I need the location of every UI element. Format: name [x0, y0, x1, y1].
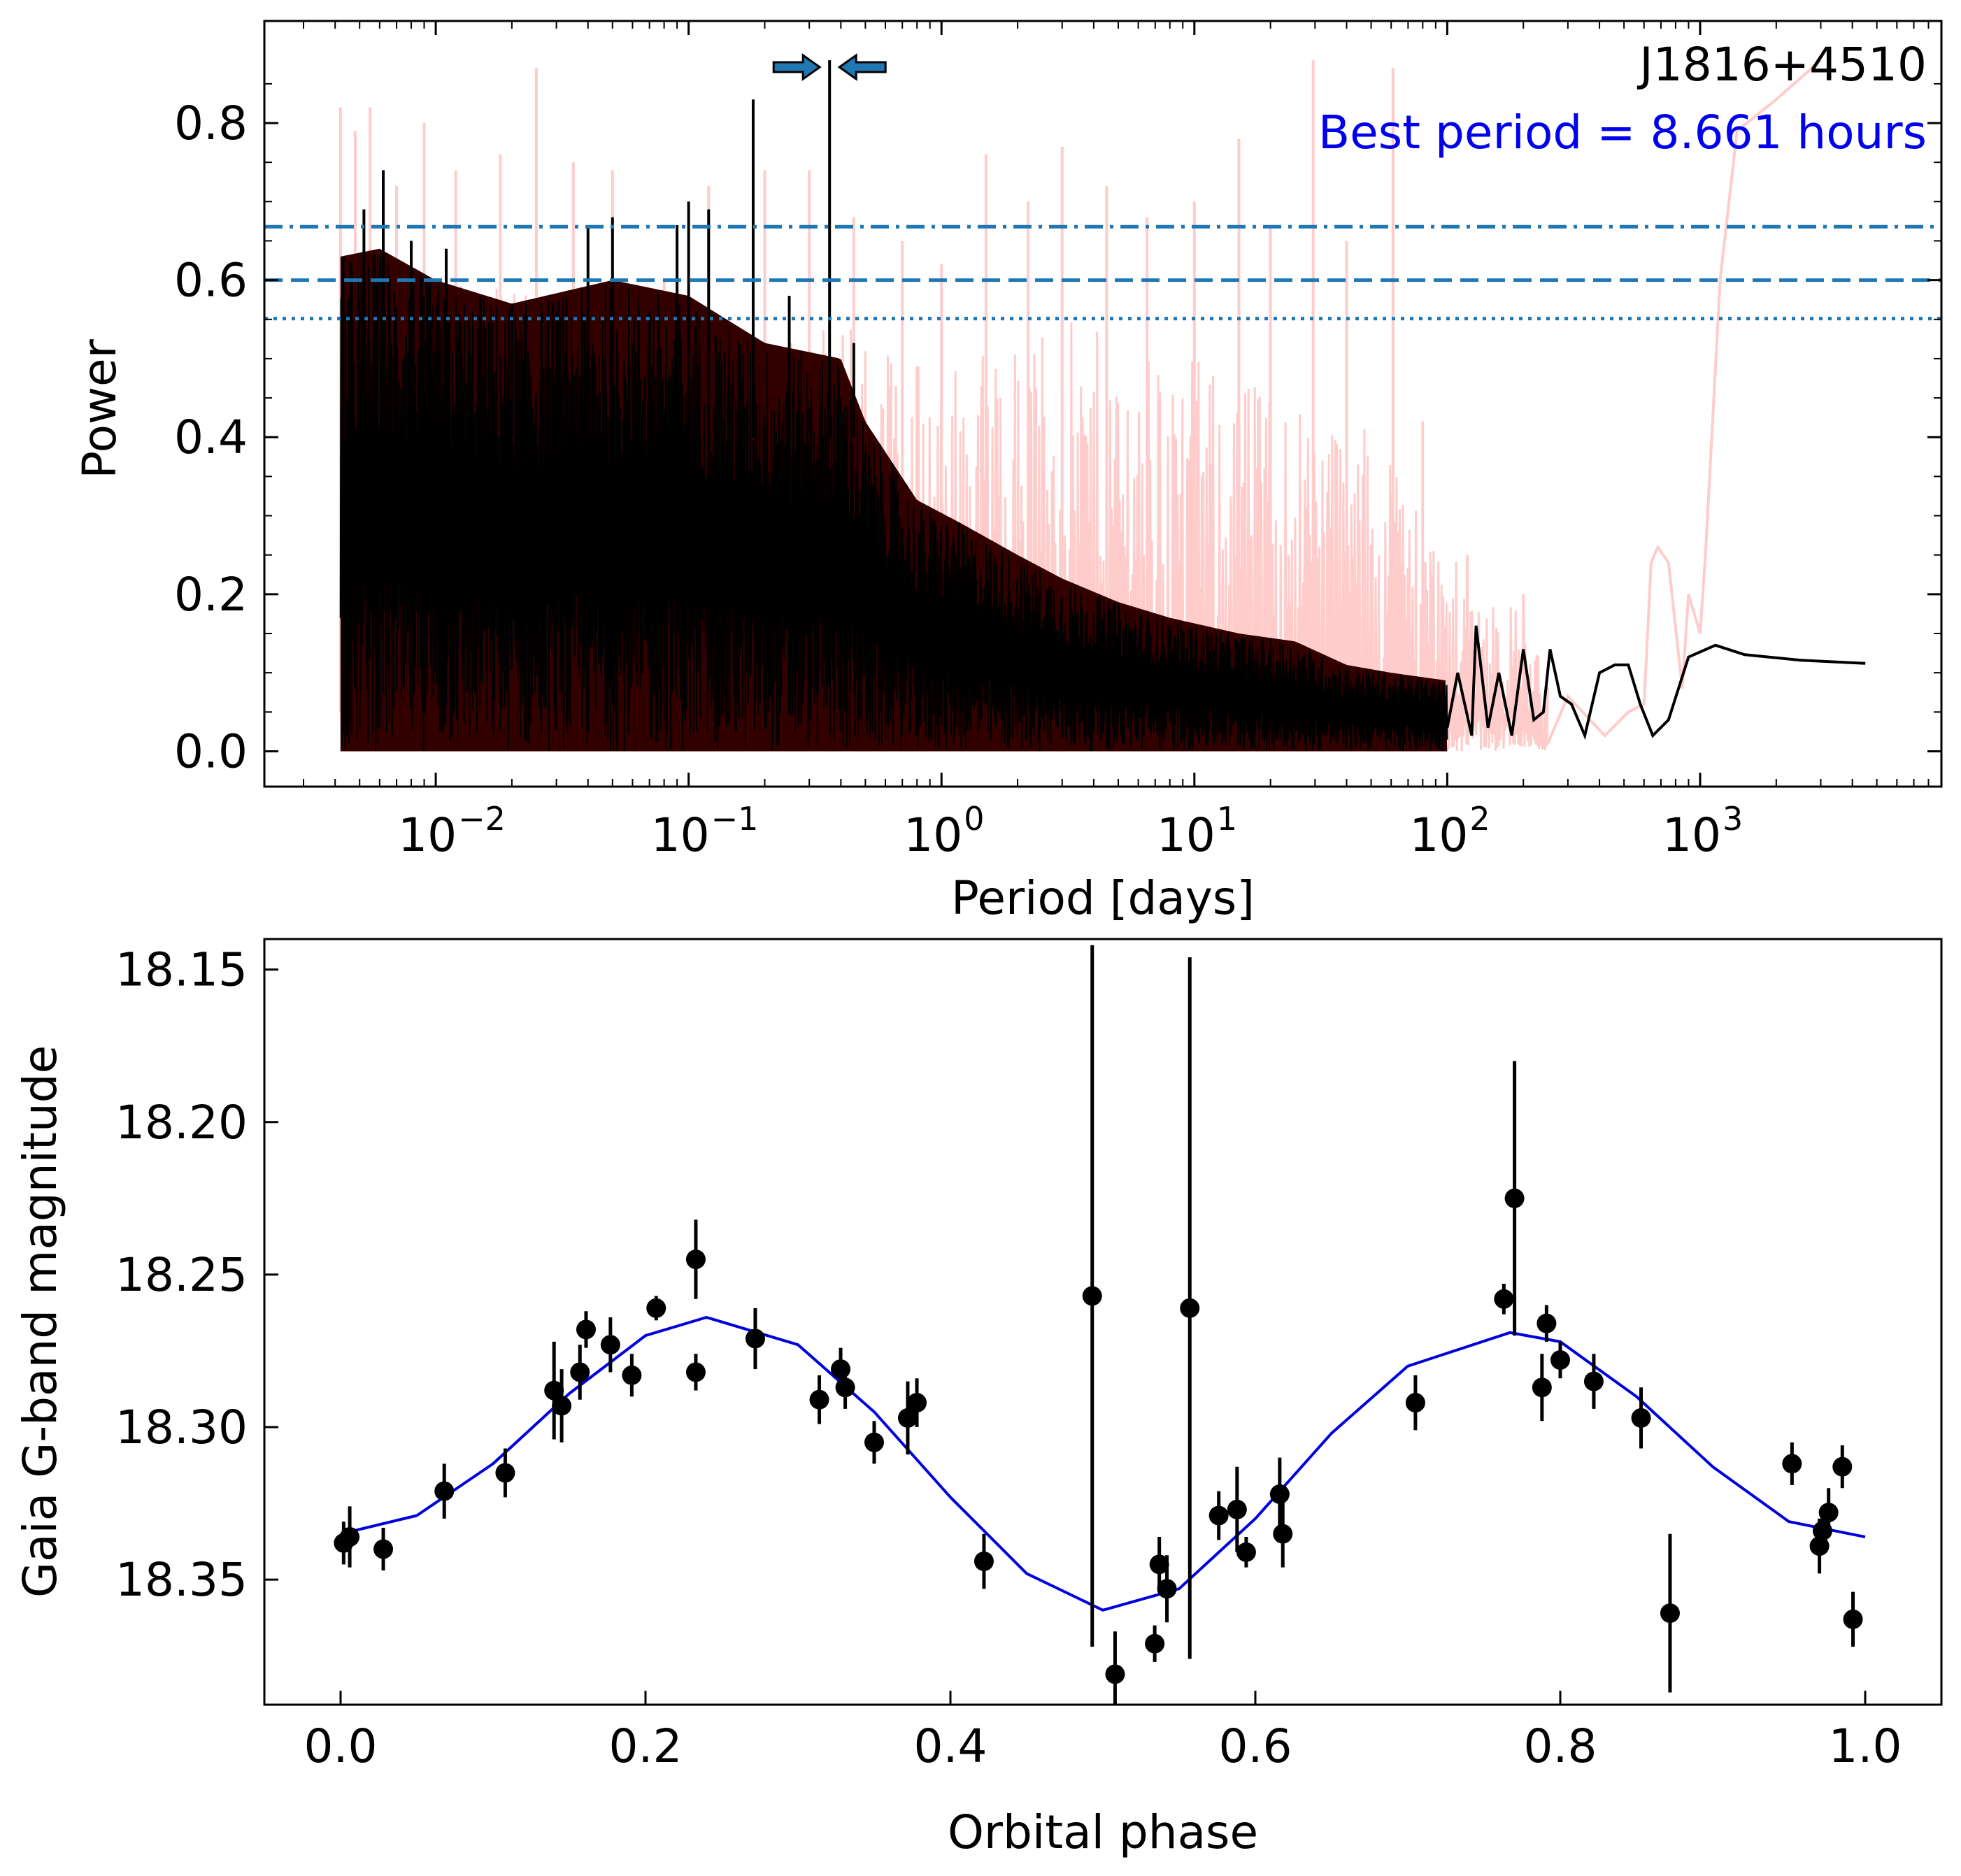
data-point: [1583, 1371, 1604, 1391]
x-tick-exponent: −2: [458, 800, 506, 838]
data-point: [373, 1539, 394, 1559]
periodogram-x-axis-label: Period [days]: [951, 871, 1255, 925]
x-tick-exponent: 1: [1217, 800, 1237, 838]
y-tick-label: 0.4: [174, 410, 248, 464]
x-tick-label: 10: [1662, 808, 1721, 862]
data-point: [1832, 1456, 1853, 1477]
data-point: [1227, 1499, 1247, 1519]
data-point: [1843, 1609, 1863, 1629]
data-point: [1405, 1393, 1425, 1413]
data-point: [1532, 1377, 1552, 1398]
arrow-left-icon: [837, 53, 887, 81]
periodogram-panel: 10 −2 10 −1 10 0 10 1 10 2 10 30.00.20.40.60.8 J181…: [73, 20, 1943, 925]
x-tick-label: 0.2: [609, 1719, 683, 1773]
y-tick-label: 18.15: [115, 943, 248, 997]
lightcurve-series-group: [334, 945, 1866, 1705]
data-point: [576, 1319, 596, 1340]
data-point: [646, 1298, 666, 1318]
x-tick-label: 0.4: [914, 1719, 987, 1773]
lightcurve-frame: [263, 938, 1943, 1706]
best-period-arrows: [772, 53, 887, 81]
data-point: [1145, 1633, 1165, 1654]
x-tick-label: 10: [398, 808, 457, 862]
y-tick-label: 18.30: [115, 1401, 248, 1454]
data-point: [1180, 1298, 1200, 1318]
y-tick-label: 0.8: [174, 96, 248, 150]
data-point: [1236, 1542, 1256, 1562]
y-tick-label: 18.35: [115, 1553, 248, 1607]
arrow-right-icon: [772, 53, 822, 81]
data-point: [1782, 1454, 1802, 1474]
lightcurve-plot-area: [264, 939, 1941, 1705]
threshold-lines: [264, 224, 1941, 321]
periodogram-frame: [263, 20, 1943, 788]
data-point: [685, 1362, 706, 1382]
lightcurve-y-axis-label: Gaia G-band magnitude: [13, 1045, 67, 1598]
data-point: [1269, 1484, 1290, 1504]
data-point: [1105, 1664, 1125, 1684]
data-point: [622, 1365, 642, 1385]
y-tick-label: 0.0: [174, 724, 248, 778]
y-tick-label: 0.2: [174, 568, 248, 622]
y-tick-label: 0.6: [174, 254, 248, 308]
data-point: [907, 1393, 927, 1413]
x-tick-label: 10: [1409, 808, 1468, 862]
data-point: [552, 1396, 572, 1416]
data-point: [1818, 1503, 1839, 1523]
data-point: [434, 1481, 455, 1501]
data-point: [685, 1250, 706, 1270]
x-tick-exponent: 0: [964, 800, 984, 838]
object-name-label: J1816+4510: [1636, 38, 1927, 92]
x-tick-label: 0.6: [1219, 1719, 1292, 1773]
data-point: [974, 1551, 994, 1571]
lightcurve-ticks: 0.0 0.2 0.4 0.6 0.8 1.0 18.15 18.20 18.25 18.30 18…: [115, 943, 1902, 1773]
data-point: [544, 1380, 564, 1401]
model-curve: [340, 1316, 1866, 1612]
data-point: [1208, 1505, 1229, 1526]
x-tick-exponent: 2: [1469, 800, 1490, 838]
x-tick-label: 0.0: [304, 1719, 378, 1773]
periodogram-y-axis-label: Power: [73, 338, 127, 478]
y-tick-label: 18.25: [115, 1248, 248, 1302]
window-function-tail: [1546, 59, 1822, 744]
data-point: [1631, 1408, 1651, 1428]
data-point: [1082, 1286, 1102, 1306]
data-point: [1504, 1188, 1525, 1208]
data-point: [600, 1335, 620, 1355]
data-point: [1273, 1524, 1293, 1544]
x-tick-exponent: −1: [711, 800, 759, 838]
y-tick-label: 18.20: [115, 1096, 248, 1150]
lightcurve-x-axis-label: Orbital phase: [948, 1805, 1258, 1859]
data-point: [831, 1359, 851, 1380]
best-period-label: Best period = 8.661 hours: [1318, 106, 1927, 159]
periodogram-tail: [1446, 625, 1866, 740]
data-point: [835, 1377, 855, 1398]
data-point: [570, 1362, 590, 1382]
data-point: [1157, 1579, 1177, 1599]
data-point: [495, 1463, 515, 1483]
x-tick-label: 10: [904, 808, 962, 862]
data-point: [809, 1389, 829, 1410]
periodogram-line: [339, 254, 1448, 752]
data-point: [1494, 1289, 1514, 1309]
data-point: [864, 1432, 884, 1452]
data-point: [1809, 1536, 1830, 1556]
data-point: [340, 1527, 360, 1547]
lightcurve-panel: 0.0 0.2 0.4 0.6 0.8 1.0 18.15 18.20 18.25 18.30 18…: [13, 938, 1943, 1859]
data-point: [1536, 1313, 1557, 1333]
x-tick-label: 0.8: [1524, 1719, 1597, 1773]
x-tick-exponent: 3: [1723, 800, 1743, 838]
data-point: [745, 1329, 765, 1349]
data-point: [1550, 1350, 1570, 1370]
x-tick-label: 10: [1157, 808, 1215, 862]
x-tick-label: 1.0: [1829, 1719, 1902, 1773]
data-point: [1660, 1603, 1680, 1624]
data-point: [897, 1408, 918, 1428]
data-point: [1149, 1554, 1169, 1575]
x-tick-label: 10: [651, 808, 710, 862]
periodogram-ticks: 10 −2 10 −1 10 0 10 1 10 2 10 30.00.20.40.60.8: [174, 21, 1942, 862]
